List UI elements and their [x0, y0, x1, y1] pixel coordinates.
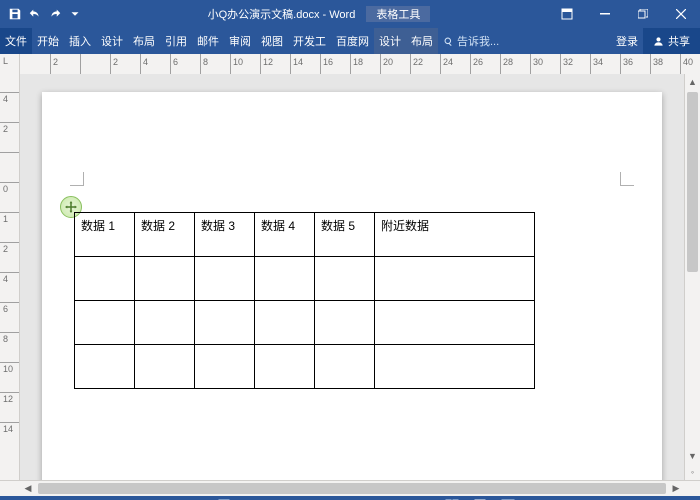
- page: 数据 1数据 2数据 3数据 4数据 5附近数据: [42, 92, 662, 480]
- tab-review[interactable]: 审阅: [224, 28, 256, 54]
- tab-file[interactable]: 文件: [0, 28, 32, 54]
- horizontal-ruler[interactable]: 224681012141618202224262830323436384042: [0, 54, 700, 74]
- context-tab-label: 表格工具: [366, 6, 430, 22]
- table-cell[interactable]: [135, 257, 195, 301]
- ribbon-display-options-icon[interactable]: [548, 0, 586, 28]
- tell-me-search[interactable]: 告诉我...: [438, 28, 504, 54]
- vertical-ruler[interactable]: 42012468101214: [0, 74, 20, 480]
- quick-access-toolbar: [0, 7, 90, 21]
- restore-icon[interactable]: [624, 0, 662, 28]
- workspace: 42012468101214 数据 1数据 2数据 3数据 4数据 5附近数据 …: [0, 74, 700, 480]
- table-cell[interactable]: [75, 257, 135, 301]
- vertical-scrollbar[interactable]: ▲ ▼ ◦: [684, 74, 700, 480]
- scroll-right-icon[interactable]: ▶: [668, 481, 684, 496]
- horizontal-scrollbar[interactable]: ◀ ▶: [0, 480, 700, 496]
- status-bar: 第 1 页，共 1 页 19 个字 中文(中国) − + 100%: [0, 496, 700, 500]
- minimize-icon[interactable]: [586, 0, 624, 28]
- table-cell[interactable]: [375, 301, 535, 345]
- table-cell[interactable]: [75, 301, 135, 345]
- table-cell[interactable]: [315, 257, 375, 301]
- table-cell[interactable]: [135, 345, 195, 389]
- scroll-track[interactable]: [685, 90, 700, 448]
- scroll-thumb[interactable]: [687, 92, 698, 272]
- table-cell[interactable]: [195, 345, 255, 389]
- table-cell[interactable]: [75, 345, 135, 389]
- save-icon[interactable]: [8, 7, 22, 21]
- qat-dropdown-icon[interactable]: [68, 7, 82, 21]
- tab-table-layout[interactable]: 布局: [406, 28, 438, 54]
- table-cell[interactable]: 数据 4: [255, 213, 315, 257]
- share-label: 共享: [668, 33, 690, 49]
- table-row[interactable]: [75, 345, 535, 389]
- data-table[interactable]: 数据 1数据 2数据 3数据 4数据 5附近数据: [74, 212, 535, 389]
- scroll-left-icon[interactable]: ◀: [20, 481, 36, 496]
- tab-mailings[interactable]: 邮件: [192, 28, 224, 54]
- redo-icon[interactable]: [48, 7, 62, 21]
- margin-marker-tl: [70, 172, 84, 186]
- scroll-up-icon[interactable]: ▲: [685, 74, 700, 90]
- title-text: 小Q办公演示文稿.docx - Word: [208, 9, 356, 21]
- tab-developer[interactable]: 开发工: [288, 28, 331, 54]
- table-cell[interactable]: 数据 2: [135, 213, 195, 257]
- table-cell[interactable]: [195, 257, 255, 301]
- window-controls: [548, 0, 700, 28]
- ruler-corner[interactable]: [0, 54, 20, 74]
- share-button[interactable]: 共享: [643, 28, 700, 54]
- table-cell[interactable]: [375, 257, 535, 301]
- tab-layout[interactable]: 布局: [128, 28, 160, 54]
- tell-me-label: 告诉我...: [457, 33, 499, 49]
- tab-insert[interactable]: 插入: [64, 28, 96, 54]
- login-button[interactable]: 登录: [611, 28, 643, 54]
- ribbon-tabs: 文件 开始 插入 设计 布局 引用 邮件 审阅 视图 开发工 百度网 设计 布局…: [0, 28, 700, 54]
- document-title: 小Q办公演示文稿.docx - Word 表格工具: [90, 6, 548, 22]
- table-cell[interactable]: [255, 301, 315, 345]
- table-row[interactable]: [75, 257, 535, 301]
- table-cell[interactable]: 数据 1: [75, 213, 135, 257]
- table-cell[interactable]: [315, 301, 375, 345]
- browse-object-icon[interactable]: ◦: [685, 464, 700, 480]
- scroll-down-icon[interactable]: ▼: [685, 448, 700, 464]
- table-cell[interactable]: 数据 3: [195, 213, 255, 257]
- undo-icon[interactable]: [28, 7, 42, 21]
- tab-references[interactable]: 引用: [160, 28, 192, 54]
- table-cell[interactable]: [135, 301, 195, 345]
- scroll-thumb-h[interactable]: [38, 483, 666, 494]
- table-row[interactable]: 数据 1数据 2数据 3数据 4数据 5附近数据: [75, 213, 535, 257]
- table-cell[interactable]: [315, 345, 375, 389]
- table-cell[interactable]: [255, 257, 315, 301]
- tab-table-design[interactable]: 设计: [374, 28, 406, 54]
- title-bar: 小Q办公演示文稿.docx - Word 表格工具: [0, 0, 700, 28]
- table-cell[interactable]: 附近数据: [375, 213, 535, 257]
- table-cell[interactable]: [255, 345, 315, 389]
- margin-marker-tr: [620, 172, 634, 186]
- table-cell[interactable]: [375, 345, 535, 389]
- tab-view[interactable]: 视图: [256, 28, 288, 54]
- table-row[interactable]: [75, 301, 535, 345]
- tab-design[interactable]: 设计: [96, 28, 128, 54]
- table-cell[interactable]: [195, 301, 255, 345]
- table-cell[interactable]: 数据 5: [315, 213, 375, 257]
- close-icon[interactable]: [662, 0, 700, 28]
- tab-baidu[interactable]: 百度网: [331, 28, 374, 54]
- document-area[interactable]: 数据 1数据 2数据 3数据 4数据 5附近数据: [20, 74, 684, 480]
- tab-home[interactable]: 开始: [32, 28, 64, 54]
